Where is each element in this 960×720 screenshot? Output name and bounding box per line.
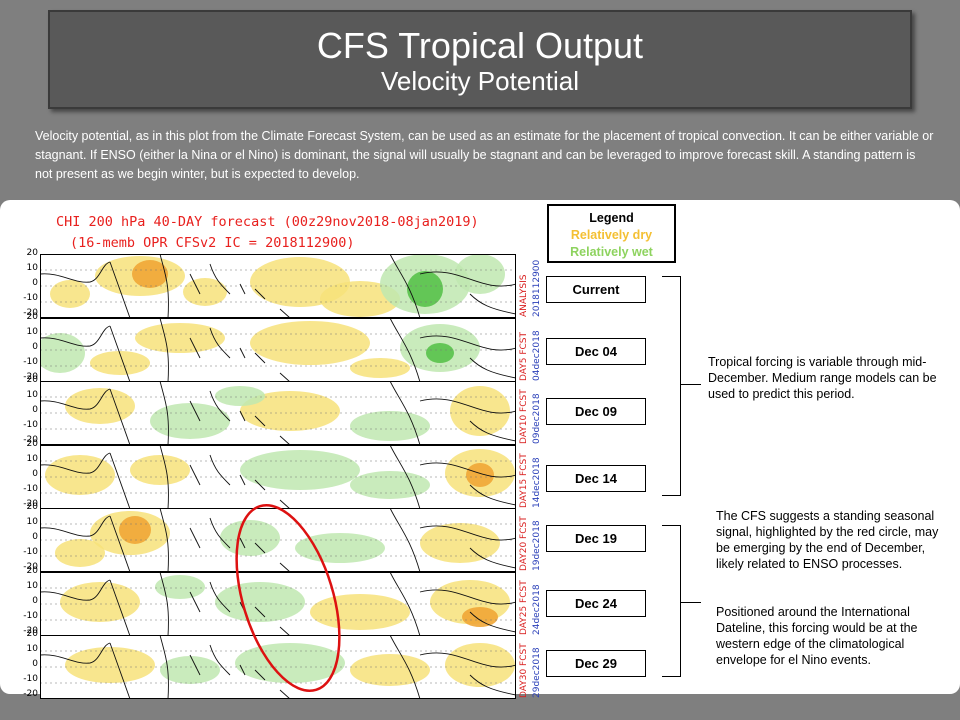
upper-note: Tropical forcing is variable through mid… [708,355,937,401]
date-box-dec04: Dec 04 [546,338,646,365]
forecast-strip [40,508,516,572]
forecast-strip [40,317,516,382]
forecast-strip [40,381,516,445]
y-tick-label: -20 [23,498,38,509]
y-tick-label: 0 [32,278,38,288]
content-panel: CHI 200 hPa 40-DAY forecast (00z29nov201… [0,200,960,699]
upper-bracket [662,276,681,496]
y-tick-label: -20 [23,371,38,382]
forecast-strip [40,571,516,636]
slide-subtitle: Velocity Potential [380,66,579,96]
lower-note-1: The CFS suggests a standing seasonal sig… [716,509,939,571]
y-tick-label: 20 [26,629,38,639]
strip-label-date: 09dec2018 [532,393,542,444]
chart-title: CHI 200 hPa 40-DAY forecast (00z29nov201… [56,214,479,230]
y-tick-label: 20 [26,438,38,449]
lower-bracket-tick [681,602,701,603]
y-tick-label: -10 [23,610,38,621]
legend-title: Legend [589,211,634,225]
y-tick-label: -10 [23,420,38,430]
y-tick-label: 10 [26,580,38,591]
y-tick-label: 10 [26,326,38,337]
title-box: CFS Tropical Output Velocity Potential [48,10,912,109]
velocity-potential-chart: CHI 200 hPa 40-DAY forecast (00z29nov201… [0,200,548,699]
y-tick-label: 20 [26,375,38,385]
y-tick-label: -20 [23,625,38,636]
y-tick-label: 10 [26,263,38,273]
strip-label-date: 29dec2018 [532,647,542,698]
lower-note-2: Positioned around the International Date… [716,605,918,667]
forecast-strip [40,635,516,699]
date-box-dec19: Dec 19 [546,525,646,552]
strip-label-date: 04dec2018 [532,329,542,381]
strip-label-date: 19dec2018 [532,520,542,571]
strip-label-forecast: DAY25 FCST [519,579,529,635]
y-tick-label: 10 [26,517,38,527]
y-tick-label: 0 [32,341,38,352]
forecast-strip [40,254,516,318]
legend: Legend Relatively dry Relatively wet [547,204,676,263]
strip-label-forecast: DAY15 FCST [519,452,529,508]
strip-label-date: 14dec2018 [532,456,542,508]
date-box-dec14: Dec 14 [546,465,646,492]
y-tick-label: -20 [23,689,38,699]
y-tick-label: 20 [26,565,38,576]
y-tick-label: -20 [23,308,38,318]
strip-label-forecast: DAY30 FCST [519,643,529,698]
strip-label-forecast: DAY10 FCST [519,389,529,444]
strip-label-forecast: ANALYSIS [519,274,529,317]
y-tick-label: 10 [26,644,38,654]
legend-dry-label: Relatively dry [570,228,653,242]
y-tick-label: -10 [23,547,38,557]
date-box-current: Current [546,276,646,303]
strip-label-forecast: DAY5 FCST [519,331,529,381]
date-box-dec29: Dec 29 [546,650,646,677]
y-tick-label: 0 [32,405,38,415]
chart-subtitle: (16-memb OPR CFSv2 IC = 2018112900) [70,235,355,251]
y-tick-label: 0 [32,659,38,669]
upper-bracket-tick [681,384,701,385]
lower-bracket [662,525,681,677]
intro-text: Velocity potential, as in this plot from… [35,129,934,181]
date-box-dec24: Dec 24 [546,590,646,617]
y-tick-label: -20 [23,435,38,445]
legend-wet-label: Relatively wet [570,245,653,259]
y-tick-label: -10 [23,483,38,494]
y-tick-label: 0 [32,595,38,606]
strip-label-date: 2018112900 [532,259,542,317]
strip-label-date: 24dec2018 [532,583,542,635]
y-tick-label: 10 [26,390,38,400]
forecast-strip [40,444,516,509]
y-tick-label: 0 [32,532,38,542]
y-tick-label: 20 [26,248,38,258]
y-tick-label: -20 [23,562,38,572]
y-tick-label: 10 [26,453,38,464]
y-tick-label: -10 [23,356,38,367]
y-tick-label: 20 [26,502,38,512]
strip-label-forecast: DAY20 FCST [519,516,529,571]
y-tick-label: -10 [23,674,38,684]
slide-title: CFS Tropical Output [316,25,644,66]
y-tick-label: 0 [32,468,38,479]
y-tick-label: -10 [23,293,38,303]
y-tick-label: 20 [26,311,38,322]
date-box-dec09: Dec 09 [546,398,646,425]
